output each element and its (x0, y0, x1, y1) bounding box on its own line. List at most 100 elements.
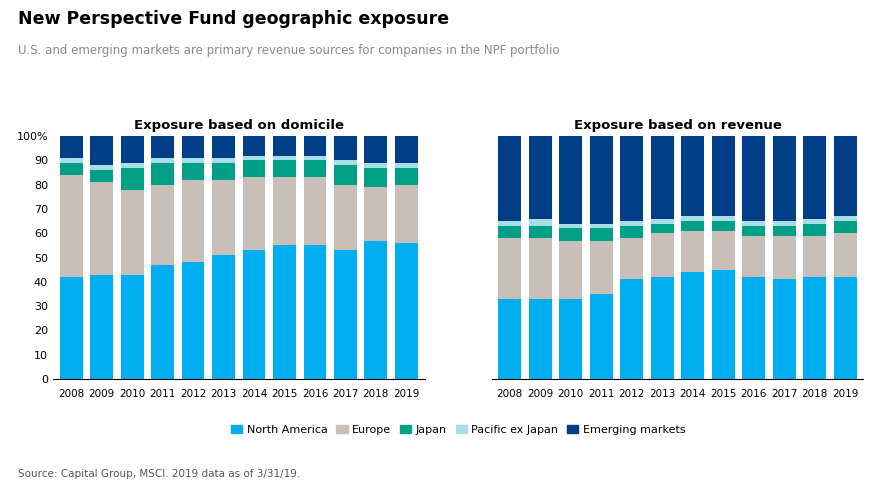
Bar (121, 163, 144, 168)
Bar (803, 219, 826, 224)
Bar (529, 136, 552, 219)
Bar (181, 136, 204, 158)
Bar (681, 216, 704, 221)
Bar (90, 136, 113, 165)
Bar (121, 136, 144, 163)
Text: New Perspective Fund geographic exposure: New Perspective Fund geographic exposure (18, 10, 448, 28)
Bar (620, 279, 643, 379)
Bar (304, 160, 326, 177)
Text: U.S. and emerging markets are primary revenue sources for companies in the NPF p: U.S. and emerging markets are primary re… (18, 44, 559, 57)
Bar (273, 177, 296, 245)
Bar (681, 272, 704, 379)
Bar (60, 136, 83, 158)
Legend: North America, Europe, Japan, Pacific ex Japan, Emerging markets: North America, Europe, Japan, Pacific ex… (226, 420, 690, 439)
Bar (181, 158, 204, 163)
Bar (742, 226, 765, 236)
Bar (681, 231, 704, 272)
Bar (590, 228, 612, 241)
Bar (499, 299, 522, 379)
Bar (152, 163, 174, 185)
Bar (590, 294, 612, 379)
Bar (833, 233, 856, 277)
Bar (559, 228, 582, 241)
Bar (212, 255, 235, 379)
Bar (90, 182, 113, 275)
Bar (181, 163, 204, 180)
Bar (742, 236, 765, 277)
Bar (334, 160, 357, 165)
Bar (651, 219, 674, 224)
Title: Exposure based on revenue: Exposure based on revenue (574, 119, 781, 132)
Bar (620, 221, 643, 226)
Bar (334, 250, 357, 379)
Bar (395, 243, 418, 379)
Bar (273, 136, 296, 156)
Bar (365, 187, 388, 241)
Bar (334, 165, 357, 185)
Bar (773, 226, 796, 236)
Bar (803, 136, 826, 219)
Bar (304, 156, 326, 160)
Bar (242, 156, 265, 160)
Bar (121, 190, 144, 275)
Bar (833, 136, 856, 216)
Bar (803, 277, 826, 379)
Bar (529, 226, 552, 238)
Bar (152, 185, 174, 265)
Bar (712, 136, 735, 216)
Bar (273, 245, 296, 379)
Bar (60, 163, 83, 175)
Bar (152, 158, 174, 163)
Bar (742, 221, 765, 226)
Bar (803, 236, 826, 277)
Bar (121, 168, 144, 190)
Bar (773, 236, 796, 279)
Bar (181, 180, 204, 262)
Bar (529, 219, 552, 226)
Bar (651, 136, 674, 219)
Bar (651, 277, 674, 379)
Bar (620, 136, 643, 221)
Bar (499, 226, 522, 238)
Bar (620, 238, 643, 279)
Bar (833, 221, 856, 233)
Bar (590, 241, 612, 294)
Bar (590, 224, 612, 228)
Bar (773, 221, 796, 226)
Bar (803, 224, 826, 236)
Bar (395, 163, 418, 168)
Bar (365, 168, 388, 187)
Bar (60, 158, 83, 163)
Bar (181, 262, 204, 379)
Bar (304, 177, 326, 245)
Bar (121, 275, 144, 379)
Bar (773, 279, 796, 379)
Bar (742, 136, 765, 221)
Bar (60, 175, 83, 277)
Bar (559, 136, 582, 224)
Bar (90, 165, 113, 170)
Bar (651, 233, 674, 277)
Bar (681, 136, 704, 216)
Bar (559, 299, 582, 379)
Bar (395, 185, 418, 243)
Bar (365, 241, 388, 379)
Bar (273, 156, 296, 160)
Text: Source: Capital Group, MSCI. 2019 data as of 3/31/19.: Source: Capital Group, MSCI. 2019 data a… (18, 469, 300, 479)
Bar (712, 221, 735, 231)
Bar (212, 158, 235, 163)
Bar (242, 177, 265, 250)
Bar (651, 224, 674, 233)
Bar (395, 136, 418, 163)
Bar (742, 277, 765, 379)
Bar (499, 136, 522, 221)
Bar (90, 275, 113, 379)
Bar (712, 231, 735, 270)
Bar (273, 160, 296, 177)
Bar (242, 160, 265, 177)
Bar (60, 277, 83, 379)
Bar (620, 226, 643, 238)
Bar (773, 136, 796, 221)
Bar (529, 238, 552, 299)
Bar (833, 277, 856, 379)
